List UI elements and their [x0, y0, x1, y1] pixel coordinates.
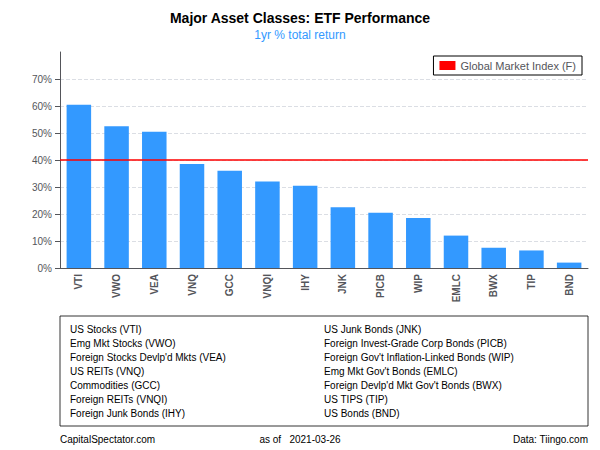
- svg-text:VWO: VWO: [111, 274, 122, 298]
- svg-text:1yr % total return: 1yr % total return: [254, 28, 345, 42]
- svg-text:Emg Mkt Stocks (VWO): Emg Mkt Stocks (VWO): [70, 338, 176, 349]
- svg-text:JNK: JNK: [337, 273, 348, 294]
- svg-text:Global Market Index (F): Global Market Index (F): [460, 60, 576, 72]
- svg-text:VNQ: VNQ: [187, 274, 198, 296]
- svg-text:40%: 40%: [32, 155, 52, 166]
- svg-text:US REITs (VNQ): US REITs (VNQ): [70, 366, 144, 377]
- svg-text:0%: 0%: [38, 263, 53, 274]
- svg-text:WIP: WIP: [413, 274, 424, 293]
- svg-text:TIP: TIP: [526, 274, 537, 290]
- svg-text:60%: 60%: [32, 101, 52, 112]
- svg-text:Foreign REITs (VNQI): Foreign REITs (VNQI): [70, 394, 167, 405]
- svg-text:Foreign Stocks Devlp'd Mkts (V: Foreign Stocks Devlp'd Mkts (VEA): [70, 352, 226, 363]
- svg-text:IHY: IHY: [300, 274, 311, 291]
- svg-text:Data: Tiingo.com: Data: Tiingo.com: [513, 434, 588, 445]
- svg-text:Major Asset Classes: ETF Perfo: Major Asset Classes: ETF Performance: [170, 10, 430, 26]
- svg-text:US Stocks (VTI): US Stocks (VTI): [70, 324, 142, 335]
- svg-text:Commodities (GCC): Commodities (GCC): [70, 380, 160, 391]
- svg-text:50%: 50%: [32, 128, 52, 139]
- svg-text:Emg Mkt Gov't Bonds (EMLC): Emg Mkt Gov't Bonds (EMLC): [324, 366, 458, 377]
- svg-text:US Junk Bonds (JNK): US Junk Bonds (JNK): [324, 324, 421, 335]
- svg-text:as of 2021-03-26: as of 2021-03-26: [259, 434, 341, 445]
- svg-text:20%: 20%: [32, 209, 52, 220]
- svg-text:VEA: VEA: [149, 274, 160, 295]
- svg-text:70%: 70%: [32, 74, 52, 85]
- svg-text:US Bonds (BND): US Bonds (BND): [324, 408, 400, 419]
- svg-text:10%: 10%: [32, 236, 52, 247]
- svg-text:BND: BND: [564, 274, 575, 296]
- svg-text:GCC: GCC: [224, 274, 235, 296]
- svg-text:Foreign Gov't Inflation-Linked: Foreign Gov't Inflation-Linked Bonds (WI…: [324, 352, 514, 363]
- svg-text:VNQI: VNQI: [262, 274, 273, 299]
- svg-text:BWX: BWX: [488, 274, 499, 298]
- svg-text:CapitalSpectator.com: CapitalSpectator.com: [60, 434, 155, 445]
- svg-text:US TIPS (TIP): US TIPS (TIP): [324, 394, 388, 405]
- svg-text:EMLC: EMLC: [451, 274, 462, 302]
- svg-text:PICB: PICB: [375, 274, 386, 298]
- svg-text:Foreign Devlp'd Mkt Gov't Bond: Foreign Devlp'd Mkt Gov't Bonds (BWX): [324, 380, 502, 391]
- svg-text:Foreign Junk Bonds (IHY): Foreign Junk Bonds (IHY): [70, 408, 185, 419]
- svg-text:Foreign Invest-Grade Corp Bond: Foreign Invest-Grade Corp Bonds (PICB): [324, 338, 507, 349]
- svg-text:VTI: VTI: [73, 274, 84, 290]
- svg-text:30%: 30%: [32, 182, 52, 193]
